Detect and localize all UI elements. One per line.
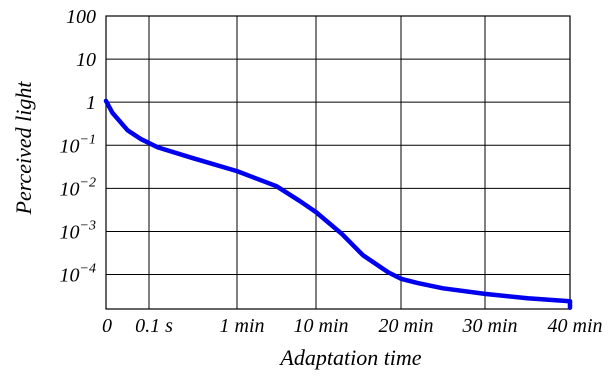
x-tick-label: 40 min — [548, 315, 603, 337]
x-axis-label: Adaptation time — [278, 345, 421, 370]
y-tick-label: 10 — [76, 49, 96, 71]
x-tick-label: 0 — [102, 315, 112, 337]
series-layer — [103, 98, 573, 310]
plot-frame — [105, 15, 571, 310]
x-tick-label: 1 min — [220, 315, 265, 337]
series-line — [103, 98, 573, 310]
x-tick-label: 20 min — [379, 315, 434, 337]
y-tick-labels: 100 10 1 10−1 10−2 10−3 10−4 — [60, 6, 96, 287]
y-tick-label: 10−4 — [60, 262, 96, 287]
y-tick-label: 1 — [86, 92, 96, 114]
y-tick-label: 100 — [66, 6, 96, 28]
y-tick-label: 10−3 — [60, 218, 96, 243]
x-tick-label: 30 min — [462, 315, 518, 337]
y-tick-label: 10−1 — [60, 132, 96, 157]
x-tick-label: 10 min — [294, 315, 349, 337]
x-tick-label: 0.1 s — [135, 315, 173, 337]
y-tick-label: 10−2 — [60, 175, 96, 200]
y-axis-label: Perceived light — [11, 81, 36, 216]
chart-grid — [105, 15, 571, 310]
x-tick-labels: 0 0.1 s 1 min 10 min 20 min 30 min 40 min — [102, 315, 603, 337]
